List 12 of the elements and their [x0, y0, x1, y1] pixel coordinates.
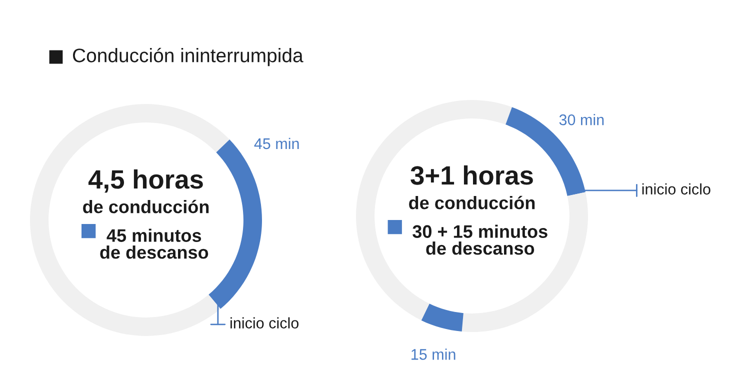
text: 4,5 horas — [88, 169, 203, 193]
text: de conducción — [409, 196, 535, 210]
slice-label: 45 min — [254, 138, 299, 150]
text: 30 + 15 minutos de descanso — [412, 224, 548, 255]
chart-title: Conducción ininterrumpida — [72, 48, 304, 66]
text: inicio ciclo — [230, 317, 298, 328]
text: 3+1 horas — [410, 165, 533, 185]
slice-label: 30 min — [559, 114, 604, 126]
text: 45 minutos de descanso — [100, 228, 208, 259]
text: inicio ciclo — [642, 183, 710, 195]
slice-label: 15 min — [412, 348, 456, 360]
text: de conducción — [83, 200, 209, 214]
